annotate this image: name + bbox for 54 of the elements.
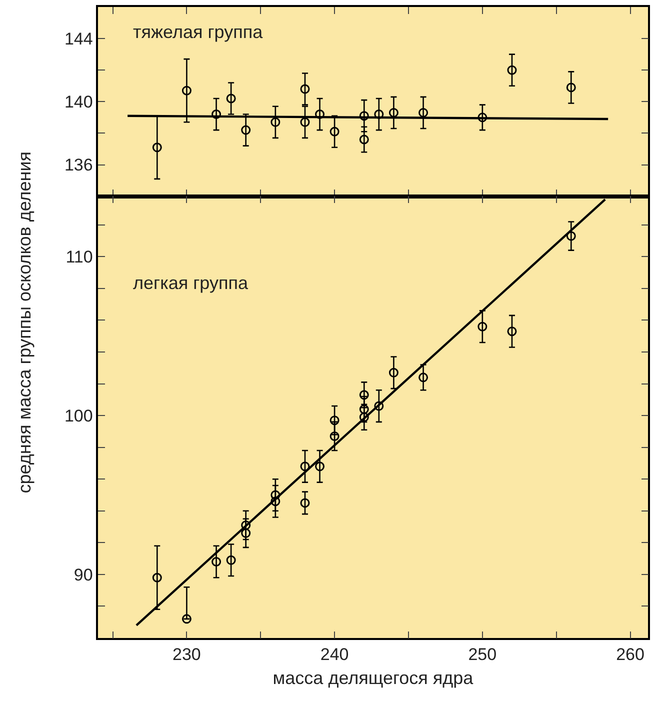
point [507, 326, 517, 336]
y-tick-label: 100 [64, 406, 93, 426]
point [241, 528, 251, 538]
x-tick-label: 250 [468, 645, 497, 664]
point [182, 86, 192, 96]
annotation: тяжелая группа [133, 22, 264, 42]
point [359, 111, 369, 121]
point [374, 401, 384, 411]
point [330, 416, 340, 426]
point [566, 82, 576, 92]
point [418, 372, 428, 382]
point [152, 142, 162, 152]
point [507, 65, 517, 75]
point [418, 108, 428, 118]
point [270, 490, 280, 500]
point [566, 231, 576, 241]
y-tick-label: 110 [66, 248, 93, 267]
x-tick-label: 240 [320, 645, 349, 664]
point [315, 110, 325, 120]
point [152, 572, 162, 582]
point [182, 614, 192, 624]
y-axis-title: средняя масса группы осколков деления [14, 151, 34, 494]
point [315, 462, 325, 472]
point [212, 556, 222, 566]
x-axis-title: масса делящегося ядра [272, 668, 474, 688]
point [359, 134, 369, 144]
y-tick-label: 140 [64, 92, 93, 112]
point [300, 462, 310, 472]
point [388, 368, 398, 378]
point [212, 110, 222, 120]
point [388, 108, 398, 118]
x-tick-label: 260 [616, 645, 644, 664]
point [330, 431, 340, 441]
point [359, 412, 369, 422]
point [300, 498, 310, 508]
point [359, 390, 369, 400]
point [270, 117, 280, 127]
point [478, 112, 488, 122]
y-tick-label: 136 [64, 156, 93, 175]
annotation: легкая группа [133, 273, 249, 293]
point [226, 555, 236, 565]
point [300, 117, 310, 127]
point [374, 110, 384, 120]
point [478, 322, 488, 332]
point [226, 94, 236, 104]
y-tick-label: 90 [74, 565, 93, 584]
x-tick-label: 230 [172, 645, 201, 664]
point [330, 126, 340, 136]
y-tick-label: 144 [64, 30, 93, 48]
point [300, 84, 310, 94]
point [241, 520, 251, 530]
point [270, 496, 280, 506]
point [359, 404, 369, 414]
point [241, 125, 251, 135]
